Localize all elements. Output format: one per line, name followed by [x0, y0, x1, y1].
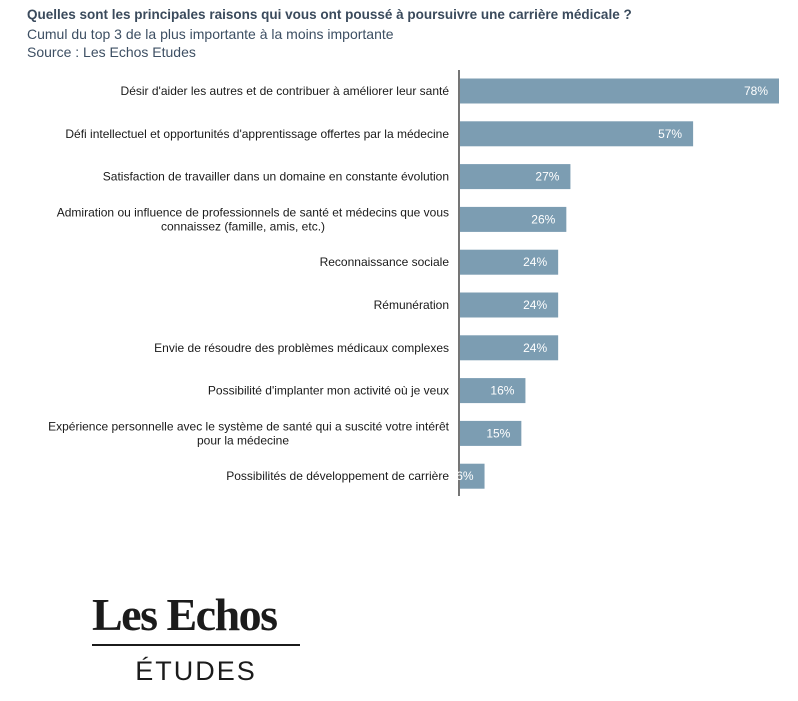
- category-label: Désir d'aider les autres et de contribue…: [121, 84, 450, 98]
- les-echos-logo: Les Echos ÉTUDES: [92, 590, 300, 687]
- chart-source: Source : Les Echos Etudes: [27, 44, 196, 60]
- bar: [460, 164, 571, 190]
- bar: [460, 292, 559, 318]
- category-label: Satisfaction de travailler dans un domai…: [103, 170, 449, 184]
- logo-brand: Les Echos: [92, 589, 278, 640]
- category-label: Rémunération: [374, 298, 449, 312]
- bar: [460, 249, 559, 275]
- category-label: Envie de résoudre des problèmes médicaux…: [154, 341, 449, 355]
- logo-subtitle: ÉTUDES: [135, 656, 257, 686]
- bar-value-label: 57%: [658, 127, 682, 141]
- category-label: Possibilité d'implanter mon activité où …: [208, 384, 449, 398]
- bar-value-label: 24%: [523, 341, 547, 355]
- bar-value-label: 27%: [535, 170, 559, 184]
- category-label: Expérience personnelle avec le système d…: [48, 419, 450, 433]
- bar-value-label: 24%: [523, 298, 547, 312]
- bar: [460, 206, 567, 232]
- category-label: pour la médecine: [197, 433, 289, 447]
- bar-value-label: 26%: [531, 212, 555, 226]
- bar: [460, 420, 522, 446]
- bar: [460, 335, 559, 361]
- category-label: Reconnaissance sociale: [320, 255, 450, 269]
- bar-value-label: 15%: [486, 426, 510, 440]
- chart-title: Quelles sont les principales raisons qui…: [27, 7, 632, 22]
- category-label: Admiration ou influence de professionnel…: [57, 205, 449, 219]
- bar-chart: 78% Désir d'aider les autres et de contri…: [48, 70, 779, 496]
- chart-subtitle: Cumul du top 3 de la plus importante à l…: [27, 26, 394, 42]
- category-label: connaissez (famille, amis, etc.): [161, 219, 325, 233]
- category-label: Défi intellectuel et opportunités d'appr…: [65, 127, 449, 141]
- bar: [460, 378, 526, 404]
- category-label: Possibilités de développement de carrièr…: [226, 469, 449, 483]
- bar-value-label: 16%: [490, 384, 514, 398]
- bar-value-label: 78%: [744, 84, 768, 98]
- bar-value-label: 24%: [523, 255, 547, 269]
- logo-divider: [92, 644, 300, 646]
- bar: [460, 121, 694, 147]
- bar: [460, 78, 779, 104]
- bar-value-label: 6%: [456, 469, 474, 483]
- bar: [460, 463, 485, 489]
